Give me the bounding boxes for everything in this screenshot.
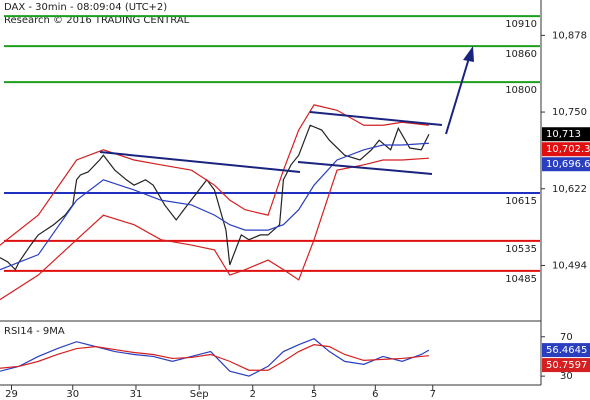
rsi-value-label: 50.7597 [546, 360, 587, 371]
last-value-label: 10,702.3 [546, 144, 590, 155]
last-value-label: 10,696.6 [546, 159, 590, 170]
level-label: 10800 [505, 85, 537, 96]
last-value-box [542, 127, 590, 142]
level-label: 10615 [505, 196, 537, 207]
rsi-line [0, 338, 430, 377]
level-label: 10535 [505, 244, 537, 255]
rsi-title: RSI14 - 9MA [4, 326, 65, 337]
x-tick-label: 6 [372, 389, 378, 400]
rsi-line [0, 344, 429, 371]
forecast-arrow [445, 57, 470, 135]
last-value-box [542, 142, 590, 157]
chart-subtitle: Research © 2016 TRADING CENTRAL [4, 15, 190, 26]
rsi-tick-label: 70 [560, 332, 573, 343]
rsi-value-box [542, 343, 590, 358]
last-value-label: 10,713 [546, 129, 581, 140]
rsi-value-label: 56.4645 [546, 345, 587, 356]
y-tick-label: 10,878 [552, 30, 587, 41]
level-label: 10485 [505, 274, 537, 285]
x-tick-label: 31 [130, 389, 143, 400]
level-label: 10860 [505, 49, 537, 60]
rsi-tick-label: 30 [560, 371, 573, 382]
x-tick-label: 2 [250, 389, 256, 400]
trend-line [99, 151, 301, 173]
band-line [0, 104, 430, 246]
rsi-value-box [542, 358, 590, 373]
x-tick-label: 29 [5, 389, 18, 400]
x-tick-label: Sep [190, 389, 209, 400]
y-tick-label: 10,750 [552, 107, 587, 118]
y-tick-label: 10,494 [552, 260, 587, 271]
chart-title: DAX - 30min - 08:09:04 (UTC+2) [4, 2, 167, 13]
level-label: 10910 [505, 19, 537, 30]
arrow-head [463, 46, 474, 62]
y-tick-label: 10,622 [552, 184, 587, 195]
x-tick-label: 5 [311, 389, 317, 400]
x-tick-label: 30 [66, 389, 79, 400]
band-line [0, 142, 429, 271]
trend-line [297, 161, 433, 175]
plot: 10,494 10,622 10,750 10,878 29 30 31 Sep 2 5 6 7 109… [0, 15, 590, 400]
trend-line [309, 111, 443, 126]
last-value-box [542, 157, 590, 172]
band-line [0, 157, 429, 301]
x-tick-label: 7 [430, 389, 436, 400]
